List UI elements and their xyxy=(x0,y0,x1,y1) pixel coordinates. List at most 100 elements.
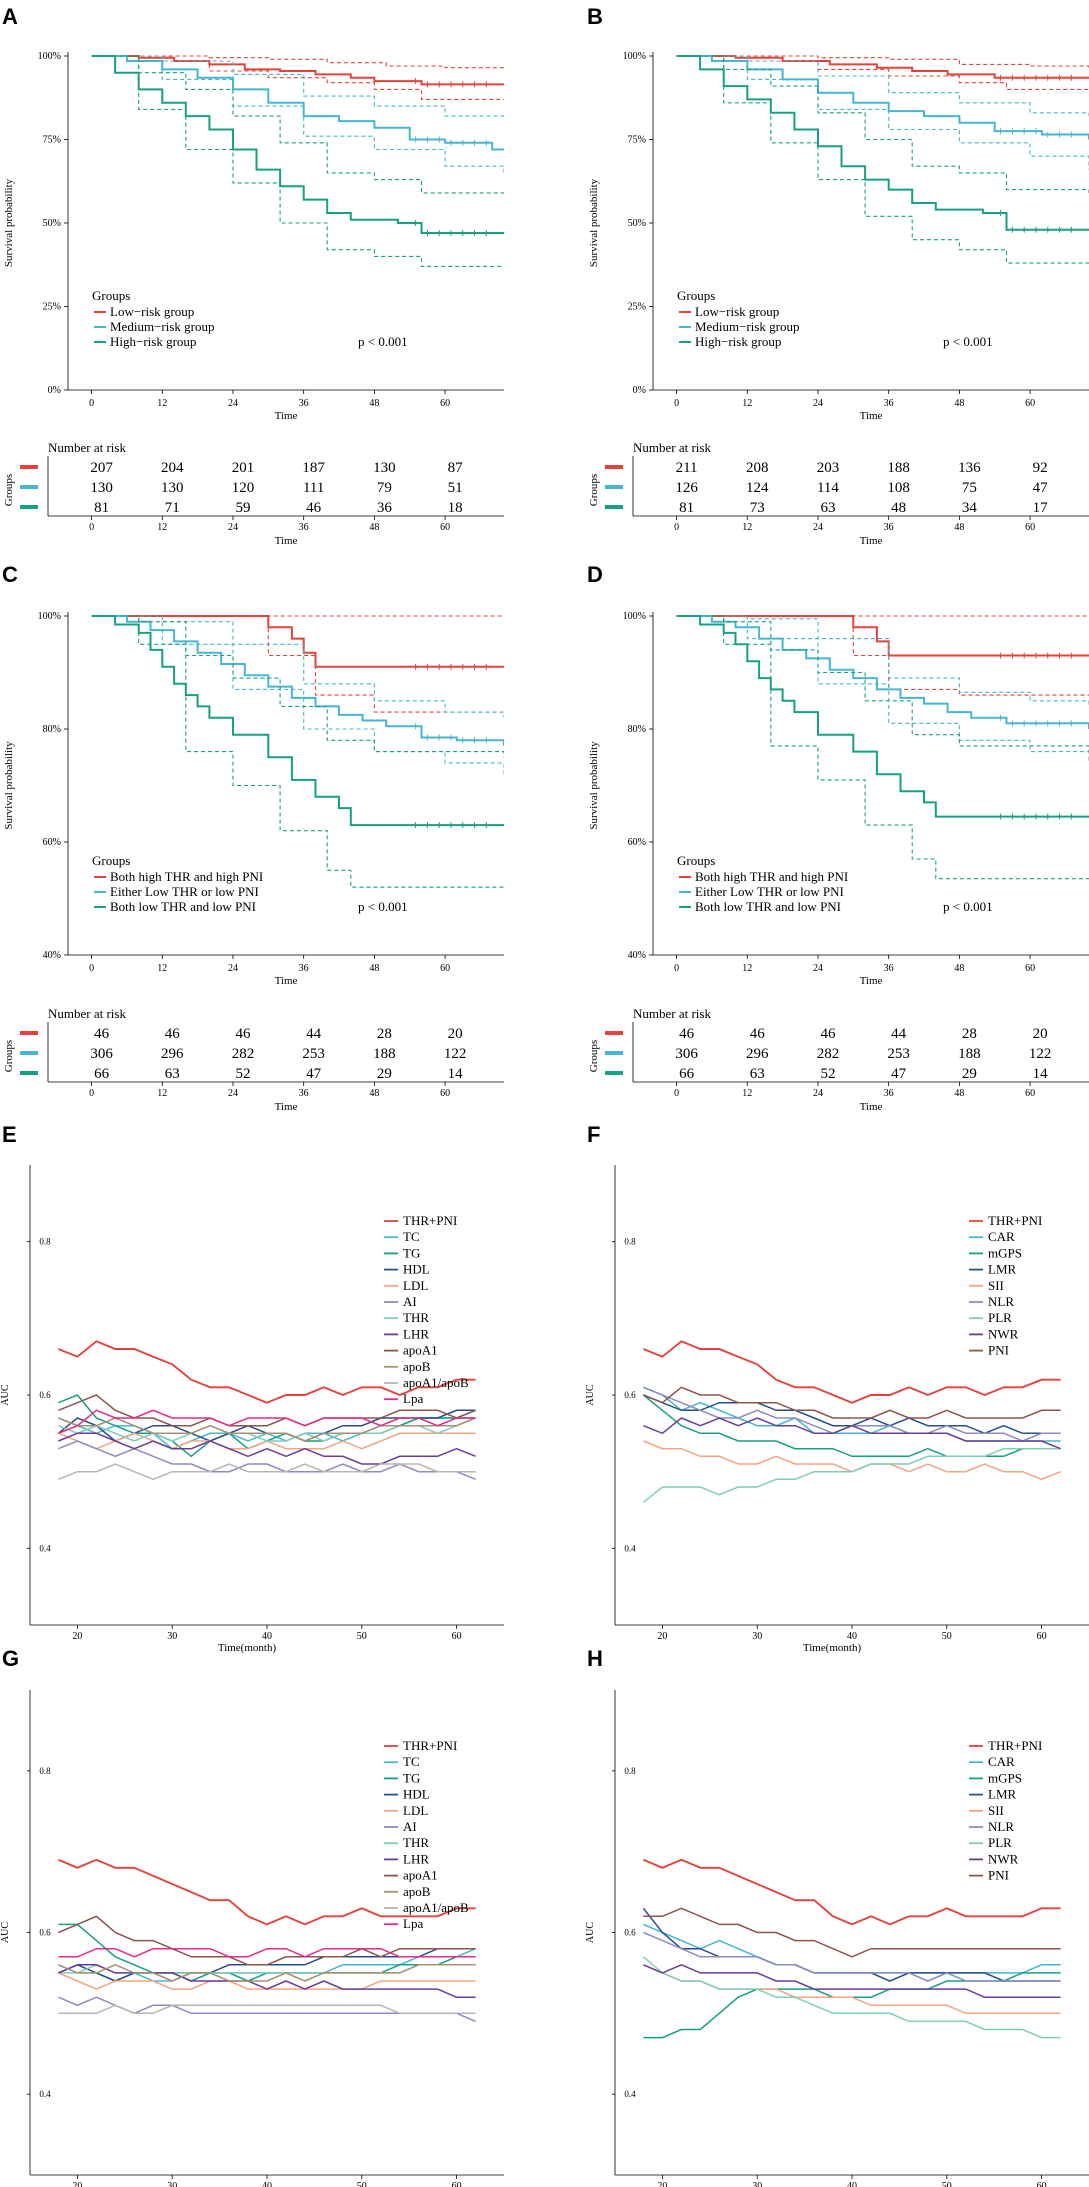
x-tick-label: 20 xyxy=(657,2181,667,2187)
risk-x-axis-title: Time xyxy=(275,1101,298,1113)
auc-line-series-8 xyxy=(58,1394,476,1427)
legend-entry-0: THR+PNI xyxy=(403,1213,457,1228)
x-tick-label: 60 xyxy=(1037,2181,1047,2187)
y-tick-label: 80% xyxy=(43,724,61,735)
risk-count: 126 xyxy=(675,480,698,496)
legend-entry-10: apoA1/apoB xyxy=(403,1900,469,1915)
legend-entry-11: Lpa xyxy=(403,1391,423,1406)
y-tick-label: 0.6 xyxy=(39,1390,51,1400)
survival-curve-series-2 xyxy=(91,55,504,234)
risk-count: 282 xyxy=(232,1046,255,1062)
y-tick-label: 100% xyxy=(38,51,61,62)
curve-group xyxy=(676,55,1089,264)
y-tick-label: 60% xyxy=(628,837,646,848)
survival-curve-series-1 xyxy=(676,615,1089,729)
legend-entry-2: TG xyxy=(403,1245,420,1260)
y-tick-label: 40% xyxy=(628,950,646,961)
p-value: p < 0.001 xyxy=(358,334,408,349)
x-tick-label: 48 xyxy=(369,398,379,409)
risk-count: 282 xyxy=(817,1046,840,1062)
legend-entry-6: PLR xyxy=(988,1310,1012,1325)
x-tick-label: 12 xyxy=(157,398,167,409)
risk-x-tick-label: 24 xyxy=(228,522,238,533)
ci-upper-series-0 xyxy=(91,55,504,70)
auc-line-series-6 xyxy=(642,1447,1061,1503)
risk-count: 253 xyxy=(302,1046,325,1062)
risk-count: 63 xyxy=(165,1066,180,1082)
legend-entry-8: PNI xyxy=(988,1343,1009,1358)
auc-line-series-6 xyxy=(58,1417,476,1442)
x-tick-label: 20 xyxy=(72,1631,82,1642)
legend-entry-8: apoA1 xyxy=(403,1868,438,1883)
x-tick-label: 30 xyxy=(167,1631,177,1642)
legend-entry-2: TG xyxy=(403,1770,420,1785)
auc-line-series-8 xyxy=(643,1907,1061,1958)
ci-upper-series-0 xyxy=(676,55,1089,68)
y-tick-label: 60% xyxy=(43,837,61,848)
legend-entry-0: Both high THR and high PNI xyxy=(110,869,263,884)
curve-group xyxy=(91,615,504,888)
survival-curve-series-0 xyxy=(676,55,1089,79)
legend-entry-1: CAR xyxy=(988,1229,1015,1244)
risk-x-tick-label: 0 xyxy=(89,522,94,533)
auc-panel-h: 0.40.60.82030405060Time(month)AUCTHR+PNI… xyxy=(585,1690,1089,2187)
legend-entry-7: NWR xyxy=(988,1326,1019,1341)
legend-entry-8: apoA1 xyxy=(403,1343,438,1358)
y-tick-label: 40% xyxy=(43,950,61,961)
risk-x-axis-title: Time xyxy=(275,535,298,547)
y-tick-label: 25% xyxy=(43,302,61,313)
risk-x-tick-label: 0 xyxy=(674,522,679,533)
risk-count: 14 xyxy=(1033,1066,1049,1082)
legend-entry-4: SII xyxy=(988,1278,1004,1293)
risk-y-axis-title: Groups xyxy=(588,1040,600,1072)
risk-count: 130 xyxy=(90,480,113,496)
risk-count: 253 xyxy=(887,1046,910,1062)
y-tick-label: 0.8 xyxy=(39,1237,51,1247)
p-value: p < 0.001 xyxy=(943,334,993,349)
risk-count: 46 xyxy=(306,500,322,516)
x-axis-title: Time xyxy=(860,975,883,987)
risk-x-tick-label: 48 xyxy=(954,1088,964,1099)
risk-count: 17 xyxy=(1033,500,1049,516)
y-tick-label: 25% xyxy=(628,302,646,313)
risk-count: 188 xyxy=(887,460,910,476)
x-tick-label: 36 xyxy=(299,963,309,974)
risk-x-tick-label: 24 xyxy=(228,1088,238,1099)
risk-count: 306 xyxy=(90,1046,113,1062)
risk-count: 87 xyxy=(448,460,464,476)
risk-count: 47 xyxy=(1033,480,1049,496)
y-tick-label: 0.6 xyxy=(624,1928,636,1938)
risk-x-tick-label: 36 xyxy=(884,522,894,533)
auc-panel-g: 0.40.60.82030405060Time(month)AUCTHR+PNI… xyxy=(0,1690,504,2187)
x-tick-label: 48 xyxy=(954,963,964,974)
ci-lower-series-0 xyxy=(91,55,504,100)
risk-x-tick-label: 12 xyxy=(157,522,167,533)
legend-entry-9: apoB xyxy=(403,1884,431,1899)
risk-x-tick-label: 24 xyxy=(813,522,823,533)
x-tick-label: 50 xyxy=(357,2181,367,2187)
risk-count: 92 xyxy=(1033,460,1048,476)
y-tick-label: 75% xyxy=(628,135,646,146)
x-tick-label: 60 xyxy=(1025,398,1035,409)
legend-entry-3: HDL xyxy=(403,1787,430,1802)
ci-upper-series-2 xyxy=(676,615,1089,752)
x-tick-label: 50 xyxy=(942,1631,952,1642)
legend-entry-1: CAR xyxy=(988,1754,1015,1769)
risk-count: 48 xyxy=(891,500,906,516)
y-axis-title: Survival probability xyxy=(588,178,600,267)
legend-entry-3: LMR xyxy=(988,1262,1017,1277)
risk-count: 46 xyxy=(94,1026,110,1042)
legend-entry-7: LHR xyxy=(403,1326,429,1341)
auc-line-series-0 xyxy=(58,1340,476,1404)
x-tick-label: 50 xyxy=(942,2181,952,2187)
y-tick-label: 100% xyxy=(38,611,61,622)
auc-line-series-5 xyxy=(58,1996,476,2023)
risk-count: 208 xyxy=(746,460,769,476)
x-tick-label: 24 xyxy=(813,963,823,974)
risk-count: 63 xyxy=(820,500,835,516)
risk-x-tick-label: 60 xyxy=(440,1088,450,1099)
legend-entry-11: Lpa xyxy=(403,1916,423,1931)
x-tick-label: 24 xyxy=(228,398,238,409)
legend-title: Groups xyxy=(677,288,715,303)
auc-line-series-8 xyxy=(58,1915,476,1966)
